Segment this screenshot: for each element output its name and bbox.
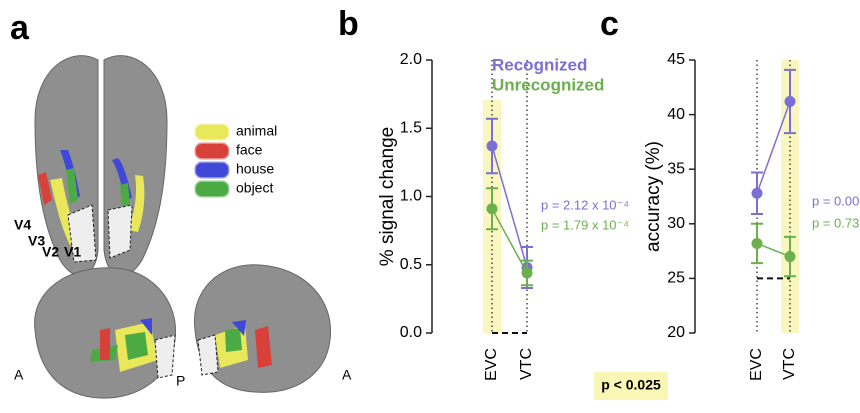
p-value: p = 2.12 x 10⁻⁴ — [541, 197, 629, 212]
legend-label: animal — [236, 123, 277, 139]
view-label: A — [342, 367, 352, 383]
y-tick-label: 30 — [667, 215, 685, 232]
p-value: p = 0.73 — [812, 215, 859, 230]
region-label: V4 — [14, 217, 31, 233]
y-tick-label: 25 — [667, 270, 685, 287]
data-point — [752, 188, 763, 199]
data-point — [487, 203, 498, 214]
y-tick-label: 1.0 — [400, 188, 422, 205]
x-tick-label: EVC — [748, 348, 765, 381]
data-point — [752, 238, 763, 249]
data-point — [785, 251, 796, 262]
legend-label: house — [236, 161, 274, 177]
legend-entry: Unrecognized — [492, 75, 604, 94]
x-tick-label: VTC — [781, 348, 798, 380]
p-value: p = 1.79 x 10⁻⁴ — [541, 217, 629, 232]
data-point — [487, 140, 498, 151]
y-tick-label: 2.0 — [400, 51, 422, 68]
y-tick-label: 35 — [667, 160, 685, 177]
panel-label: b — [338, 5, 359, 43]
p-value: p = 0.001 — [812, 193, 860, 208]
region-label: V2 — [42, 244, 59, 260]
panel-label: c — [600, 5, 619, 43]
legend-entry: Recognized — [492, 55, 587, 74]
view-label: A — [14, 367, 24, 383]
x-tick-label: EVC — [483, 348, 500, 381]
y-tick-label: 0.0 — [400, 324, 422, 341]
y-tick-label: 0.5 — [400, 256, 422, 273]
data-point — [522, 267, 533, 278]
legend-swatch — [196, 182, 228, 196]
panel-label: a — [10, 9, 30, 47]
legend-label: object — [236, 180, 273, 196]
region-label: V1 — [64, 244, 81, 260]
y-tick-label: 40 — [667, 106, 685, 123]
x-tick-label: VTC — [518, 348, 535, 380]
legend-swatch — [196, 144, 228, 158]
data-point — [785, 96, 796, 107]
legend-swatch — [196, 125, 228, 139]
figure: a b c V4 V3 V2 V1 A P A p < 0.02 — [0, 0, 860, 413]
y-axis-label: % signal change — [377, 127, 398, 266]
y-axis-label: accuracy (%) — [643, 141, 664, 252]
legend-swatch — [196, 163, 228, 177]
view-label: P — [176, 373, 185, 389]
y-tick-label: 1.5 — [400, 119, 422, 136]
legend-label: face — [236, 142, 263, 158]
footnote: p < 0.025 — [601, 377, 661, 393]
y-tick-label: 45 — [667, 51, 685, 68]
y-tick-label: 20 — [667, 324, 685, 341]
